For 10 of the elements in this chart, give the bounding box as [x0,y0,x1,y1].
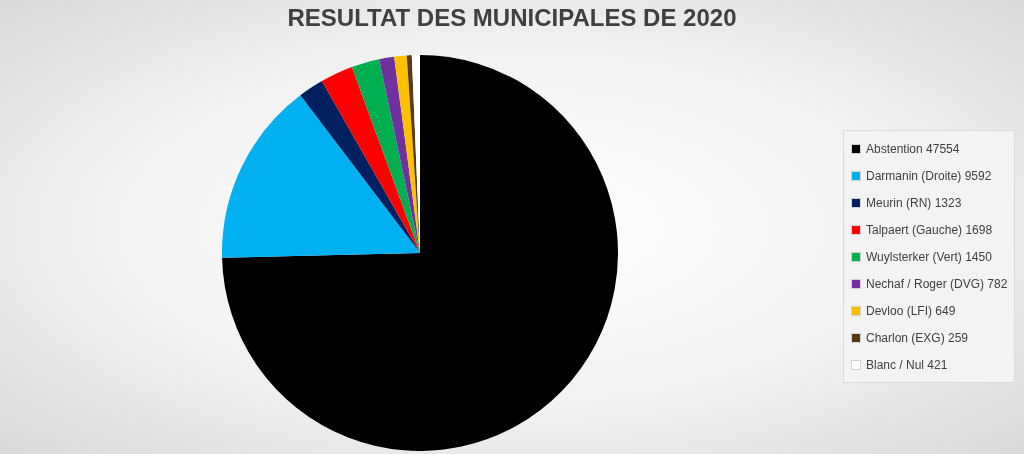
legend-label: Wuylsterker (Vert) 1450 [866,249,992,264]
legend-label: Nechaf / Roger (DVG) 782 [866,276,1008,291]
legend-label: Abstention 47554 [866,141,960,156]
chart-title: RESULTAT DES MUNICIPALES DE 2020 [286,4,738,32]
legend-label: Charlon (EXG) 259 [866,330,969,345]
legend-label: Talpaert (Gauche) 1698 [866,222,993,237]
legend-label: Meurin (RN) 1323 [866,195,962,210]
legend-label: Blanc / Nul 421 [866,357,948,372]
legend-label: Devloo (LFI) 649 [866,303,956,318]
legend-label: Darmanin (Droite) 9592 [866,168,992,183]
